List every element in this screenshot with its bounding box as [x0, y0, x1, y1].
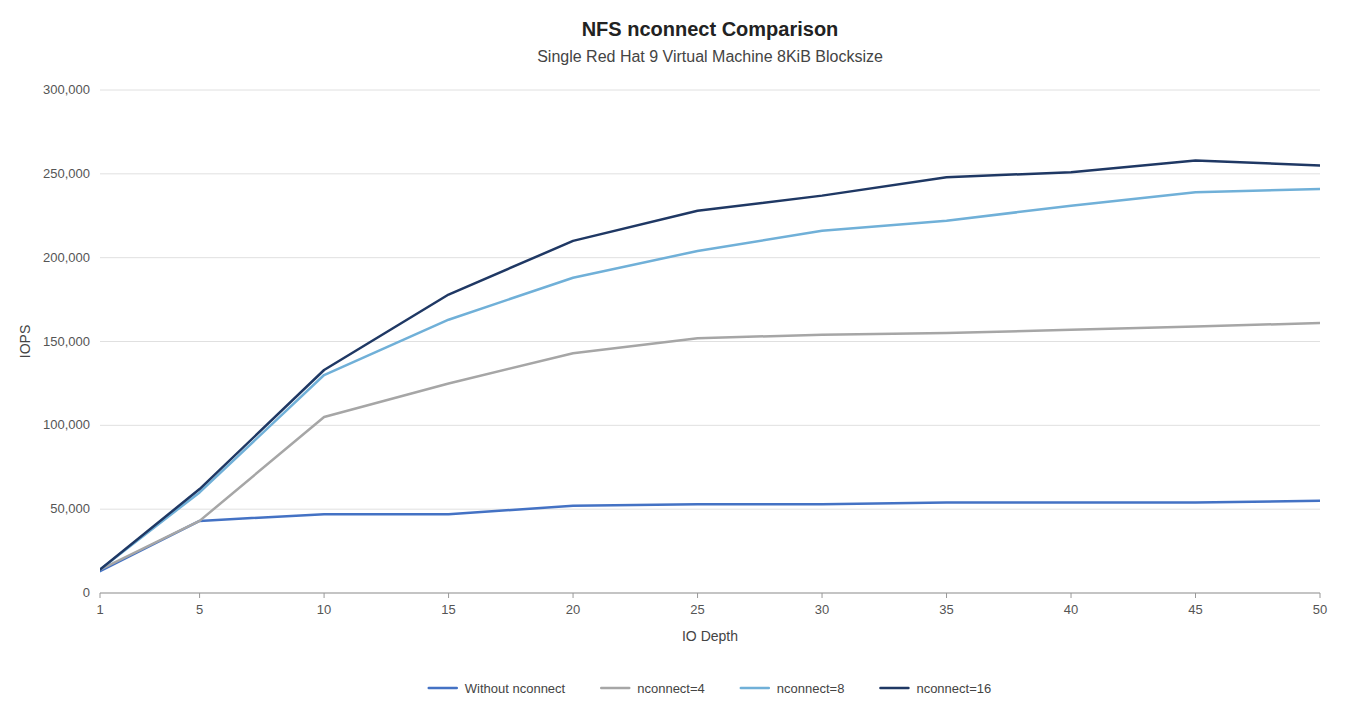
- legend-item: nconnect=4: [601, 681, 705, 696]
- x-tick: [448, 593, 449, 598]
- grid-line: [100, 341, 1320, 342]
- subtitle: Single Red Hat 9 Virtual Machine 8KiB Bl…: [537, 48, 883, 65]
- x-tick-label: 30: [815, 602, 829, 617]
- series-line: [100, 323, 1320, 569]
- legend-item: nconnect=16: [880, 681, 991, 696]
- y-axis: 0 50,000 100,000 150,000 200,000 250,000 300,0…: [43, 82, 90, 600]
- legend-label: Without nconnect: [465, 681, 566, 696]
- x-tick: [946, 593, 947, 598]
- y-tick-label: 250,000: [43, 166, 90, 181]
- legend-label: nconnect=16: [916, 681, 991, 696]
- legend-swatch: [880, 687, 908, 690]
- x-tick-label: 1: [96, 602, 103, 617]
- x-tick-label: 25: [690, 602, 704, 617]
- x-tick-label: 15: [441, 602, 455, 617]
- y-tick-label: 200,000: [43, 250, 90, 265]
- x-tick-label: 45: [1188, 602, 1202, 617]
- series-lines: [100, 160, 1320, 571]
- grid-line: [100, 425, 1320, 426]
- y-tick-label: 0: [83, 585, 90, 600]
- x-axis-label: IO Depth: [682, 628, 738, 644]
- x-axis-line: [100, 593, 1320, 594]
- grid-line: [100, 509, 1320, 510]
- y-tick-label: 100,000: [43, 417, 90, 432]
- x-tick-label: 40: [1064, 602, 1078, 617]
- x-tick: [199, 593, 200, 598]
- grid: [100, 90, 1320, 593]
- grid-line: [100, 593, 1320, 594]
- x-tick: [1071, 593, 1072, 598]
- x-tick-label: 20: [566, 602, 580, 617]
- series-line: [100, 189, 1320, 570]
- x-tick: [822, 593, 823, 598]
- y-tick-label: 150,000: [43, 334, 90, 349]
- y-tick-label: 300,000: [43, 82, 90, 97]
- x-tick: [697, 593, 698, 598]
- x-tick: [1195, 593, 1196, 598]
- x-tick: [100, 593, 101, 598]
- x-tick-label: 50: [1313, 602, 1327, 617]
- series-line: [100, 160, 1320, 569]
- chart-container: NFS nconnect Comparison Single Red Hat 9 …: [0, 0, 1365, 718]
- grid-line: [100, 173, 1320, 174]
- legend-swatch: [429, 687, 457, 690]
- y-axis-label: IOPS: [17, 325, 33, 358]
- x-tick: [573, 593, 574, 598]
- legend: Without nconnect nconnect=4 nconnect=8 ncon…: [429, 681, 991, 696]
- y-tick-label: 50,000: [50, 501, 90, 516]
- legend-item: Without nconnect: [429, 681, 566, 696]
- x-tick: [324, 593, 325, 598]
- legend-label: nconnect=8: [777, 681, 845, 696]
- chart-svg: NFS nconnect Comparison Single Red Hat 9 …: [0, 0, 1365, 718]
- legend-swatch: [741, 687, 769, 690]
- grid-line: [100, 90, 1320, 91]
- x-tick-label: 10: [317, 602, 331, 617]
- legend-label: nconnect=4: [637, 681, 705, 696]
- grid-line: [100, 257, 1320, 258]
- legend-swatch: [601, 687, 629, 690]
- x-tick-label: 5: [196, 602, 203, 617]
- series-line: [100, 501, 1320, 571]
- x-axis: 15101520253035404550: [96, 593, 1327, 617]
- x-tick-label: 35: [939, 602, 953, 617]
- title: NFS nconnect Comparison: [582, 18, 839, 40]
- legend-item: nconnect=8: [741, 681, 845, 696]
- x-tick: [1320, 593, 1321, 598]
